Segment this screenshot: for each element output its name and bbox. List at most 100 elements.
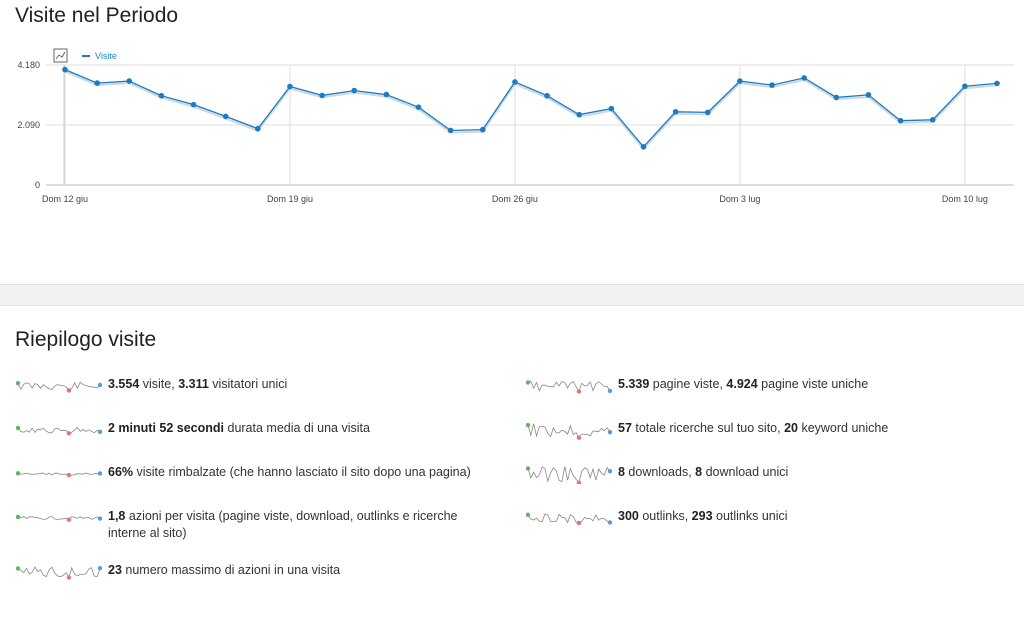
y-tick-label: 2.090 [17,120,40,130]
visits-summary-card: Riepilogo visite 3.554 visite, 3.311 vis… [0,306,1024,618]
spark-last-dot [97,516,102,521]
spark-min-dot [576,435,582,440]
stat-label: downloads, [624,465,696,479]
data-point[interactable] [865,92,872,98]
x-tick-label: Dom 3 lug [719,194,760,204]
summary-row: 5.339 pagine viste, 4.924 pagine viste u… [526,376,946,396]
spark-min-dot [576,389,582,394]
data-point[interactable] [897,117,904,124]
summary-stat-text: 300 outlinks, 293 outlinks unici [618,508,788,525]
data-point[interactable] [929,117,936,123]
summary-stat-text: 2 minuti 52 secondi durata media di una … [108,420,370,437]
spark-min-dot [66,517,72,522]
summary-row: 8 downloads, 8 download unici [526,464,946,484]
data-point[interactable] [544,92,550,99]
sparkline[interactable] [526,420,612,440]
x-tick-label: Dom 12 giu [42,194,88,204]
spark-min-dot [576,520,582,526]
spark-last-dot [607,469,612,474]
sparkline[interactable] [16,376,102,396]
stat-value: 3.554 [108,377,140,391]
spark-min-dot [66,472,72,478]
data-point[interactable] [833,94,840,101]
stat-label: totale ricerche sul tuo sito, [631,421,785,435]
data-point[interactable] [994,80,1000,87]
data-point[interactable] [415,104,422,111]
summary-row: 3.554 visite, 3.311 visitatori unici [16,376,496,396]
summary-stat-text: 66% visite rimbalzate (che hanno lasciat… [108,464,471,481]
summary-title: Riepilogo visite [15,328,157,351]
spark-max-dot [526,422,531,428]
data-point[interactable] [126,78,133,84]
stat-value: 300 [618,509,639,523]
data-point[interactable] [447,127,454,134]
stat-label: visitatori unici [208,377,288,391]
stat-value: 20 [784,421,798,435]
summary-stat-text: 8 downloads, 8 download unici [618,464,788,481]
sparkline[interactable] [526,464,612,484]
y-tick-label: 4.180 [17,60,40,70]
summary-stat-text: 5.339 pagine viste, 4.924 pagine viste u… [618,376,868,393]
stat-label: numero massimo di azioni in una visita [121,563,341,577]
spark-last-dot [97,382,102,388]
stat-value: 2 minuti 52 secondi [108,421,225,435]
data-point[interactable] [576,111,583,118]
stat-label: pagine viste, [649,377,727,391]
data-point[interactable] [190,101,197,108]
chart-legend[interactable]: Visite [82,51,117,61]
data-point[interactable] [801,75,807,81]
data-point[interactable] [62,66,68,73]
data-point[interactable] [640,144,647,150]
data-point[interactable] [962,83,968,90]
spark-last-dot [97,429,102,435]
visits-line-chart: Visite 4.180 2.090 0 Dom 12 giu Dom 19 giu D… [17,48,1014,204]
sparkline[interactable] [526,508,612,528]
data-point[interactable] [737,78,743,84]
data-point[interactable] [222,113,229,120]
data-point[interactable] [351,87,358,94]
stat-label: durata media di una visita [224,421,370,435]
data-point[interactable] [512,79,518,85]
stat-value: 293 [691,509,713,523]
sparkline[interactable] [526,376,612,396]
x-tick-label: Dom 26 giu [492,194,538,204]
sparkline[interactable] [16,562,102,582]
spark-min-dot [66,575,72,580]
data-point[interactable] [158,92,165,99]
sparkline[interactable] [16,420,102,440]
stat-label: azioni per visita (pagine viste, downloa… [108,509,458,540]
stat-value: 1,8 [108,509,126,523]
spark-last-dot [607,430,612,435]
sparkline[interactable] [16,464,102,484]
summary-stat-text: 57 totale ricerche sul tuo sito, 20 keyw… [618,420,888,437]
data-point[interactable] [287,83,293,90]
y-tick-label: 0 [35,180,40,190]
summary-row: 300 outlinks, 293 outlinks unici [526,508,946,528]
visits-over-time-card: Visite nel Periodo Visite 4.180 2.090 0 Do… [0,0,1024,284]
data-point[interactable] [479,126,486,133]
stat-value: 66% [108,465,134,479]
spark-last-dot [607,388,612,394]
stat-value: 8 [618,465,625,479]
data-point[interactable] [383,91,390,98]
summary-row: 1,8 azioni per visita (pagine viste, dow… [16,508,496,542]
legend-label: Visite [95,51,117,61]
data-point[interactable] [672,108,679,115]
stat-value: 57 [618,421,632,435]
stat-label: keyword uniche [797,421,889,435]
stat-label: visite, [139,377,179,391]
data-point[interactable] [608,105,615,112]
spark-min-dot [576,480,582,484]
summary-stat-text: 23 numero massimo di azioni in una visit… [108,562,340,579]
sparkline[interactable] [16,508,102,528]
data-point[interactable] [319,92,325,99]
series-line-shadow [64,70,998,151]
summary-stat-text: 1,8 azioni per visita (pagine viste, dow… [108,508,496,542]
data-point[interactable] [769,82,775,88]
data-point[interactable] [94,80,100,86]
spark-max-dot [526,466,531,471]
chart-type-icon[interactable] [53,48,68,63]
data-point[interactable] [255,125,261,132]
data-point[interactable] [704,109,711,116]
stat-value: 3.311 [178,377,209,391]
